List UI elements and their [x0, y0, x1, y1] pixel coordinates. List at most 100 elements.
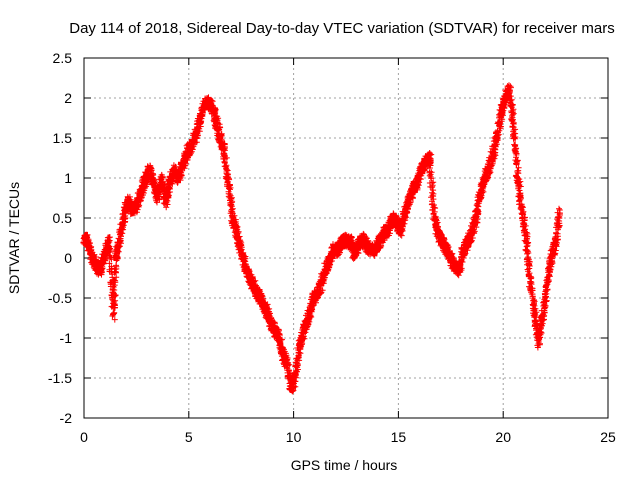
data-point [347, 239, 354, 245]
data-point [179, 163, 186, 169]
data-point [548, 255, 555, 261]
data-point [447, 255, 454, 261]
data-point [326, 259, 333, 265]
y-tick-label: 1.5 [53, 130, 73, 146]
data-point [234, 231, 240, 237]
data-point [255, 291, 261, 297]
data-point [225, 183, 232, 189]
data-point [364, 243, 370, 249]
data-point [393, 219, 400, 225]
data-point [481, 175, 488, 181]
x-tick-label: 5 [185, 429, 193, 445]
data-point [552, 239, 559, 245]
data-point [514, 175, 521, 181]
data-point [468, 231, 475, 237]
x-tick-label: 0 [80, 429, 88, 445]
data-point [506, 87, 513, 93]
y-axis-label: SDTVAR / TECUs [6, 182, 22, 294]
data-point [263, 307, 270, 313]
data-point [200, 103, 207, 109]
data-point [414, 179, 421, 185]
data-point [137, 191, 144, 197]
data-point [301, 327, 308, 333]
data-point [334, 247, 341, 253]
data-point-cluster [421, 150, 434, 170]
data-point [535, 339, 542, 345]
data-point-cluster [505, 82, 517, 135]
data-point [166, 179, 173, 185]
data-point [460, 247, 467, 253]
data-point [384, 227, 391, 233]
data-point [426, 155, 433, 161]
data-point [443, 247, 450, 253]
y-tick-label: -2 [60, 410, 73, 426]
data-point [292, 371, 299, 377]
data-point [527, 279, 534, 285]
data-point [489, 151, 496, 157]
y-tick-label: -1.5 [48, 370, 72, 386]
data-point [196, 119, 203, 125]
data-point [309, 299, 316, 305]
data-point [246, 275, 253, 281]
data-point-cluster [513, 173, 526, 216]
data-series [80, 82, 563, 395]
tick-labels: 2.5 2 1.5 1 0.5 0 -0.5 -1 -1.5 -2 0 5 10 15 20 25 [48, 50, 616, 445]
data-point [410, 187, 417, 193]
data-point [229, 215, 236, 221]
data-point-cluster [492, 106, 506, 145]
chart-title: Day 114 of 2018, Sidereal Day-to-day VTE… [69, 20, 614, 37]
data-point [271, 327, 278, 333]
data-point [183, 151, 190, 157]
data-point [477, 191, 484, 197]
data-point [422, 159, 429, 165]
data-point-cluster [109, 254, 120, 323]
data-point [343, 237, 349, 244]
data-point [146, 167, 152, 173]
data-point [192, 135, 199, 141]
data-point [401, 211, 408, 217]
data-point [267, 319, 274, 325]
data-point [439, 239, 446, 245]
data-point [284, 363, 291, 369]
data-point [288, 387, 295, 393]
data-point [141, 179, 148, 185]
data-point [464, 239, 471, 245]
x-tick-label: 25 [600, 429, 616, 445]
x-tick-label: 10 [286, 429, 302, 445]
y-tick-label: 2.5 [53, 50, 73, 66]
data-point [110, 311, 117, 317]
data-point [81, 235, 87, 241]
data-point [405, 199, 412, 205]
data-point [116, 239, 123, 245]
data-point-cluster [426, 151, 439, 223]
data-point [97, 267, 104, 273]
data-point [85, 239, 92, 245]
data-point [175, 175, 182, 181]
data-point [351, 251, 358, 257]
data-point [531, 311, 538, 317]
data-point [259, 299, 266, 305]
data-point [397, 227, 404, 233]
data-point [418, 167, 425, 173]
data-point [296, 343, 303, 349]
data-point [523, 239, 530, 245]
data-point [485, 167, 492, 173]
data-point [435, 231, 442, 237]
data-point [112, 255, 119, 261]
data-point [556, 207, 563, 213]
x-axis-label: GPS time / hours [291, 457, 398, 473]
data-point [93, 263, 100, 269]
data-point [493, 135, 500, 141]
data-point [322, 267, 328, 273]
data-point [540, 311, 546, 317]
data-point [275, 335, 282, 341]
data-point [473, 215, 479, 221]
data-point [338, 239, 345, 245]
data-point [519, 207, 526, 213]
data-point [313, 291, 320, 297]
data-point [376, 239, 383, 245]
data-point [158, 175, 165, 181]
data-point [217, 135, 224, 141]
data-point [389, 215, 396, 221]
